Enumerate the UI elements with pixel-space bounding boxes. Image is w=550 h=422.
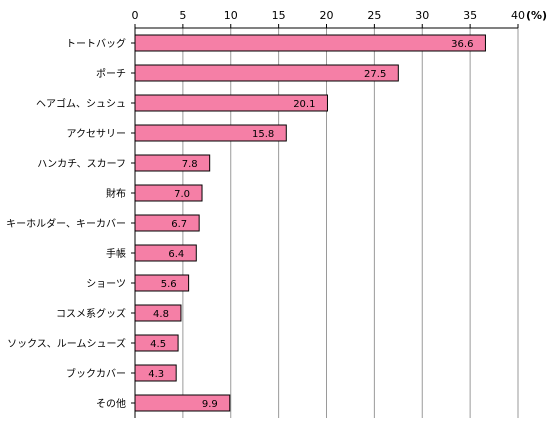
x-tick-label: 0 [132,9,139,22]
category-label: アクセサリー [67,128,127,140]
bar-value-label: 36.6 [451,39,473,50]
grid-lines [182,28,519,418]
x-tick-label: 5 [179,9,186,22]
bar [134,334,179,352]
category-label: キーホルダー、キーカバー [6,217,126,230]
x-tick-label: 20 [320,9,334,22]
bars: 36.6 27.5 20.1 15.8 7.8 7.0 6.7 6.4 5.6 4.8 4.5 4.3… [134,34,486,412]
bar [134,364,177,382]
bar-value-label: 4.8 [153,309,169,320]
category-label: ソックス、ルームシューズ [7,337,126,350]
bar [134,154,211,172]
bar [134,244,197,262]
bar-value-label: 7.8 [182,159,198,170]
bar [134,394,231,412]
category-label: ヘアゴム、シュシュ [36,97,126,110]
bar [134,34,486,52]
x-axis: 0 5 10 15 20 25 30 35 40 [131,9,525,418]
bar-value-label: 6.7 [171,219,187,230]
bar [134,304,182,322]
unit-label: (%) [526,9,547,22]
x-tick-label: 25 [367,9,381,22]
category-label: ハンカチ、スカーフ [37,158,126,170]
category-label: ブックカバー [66,367,126,380]
bar-value-label: 7.0 [174,189,190,200]
bar [134,274,190,292]
bar-value-label: 4.3 [148,369,164,380]
bar-value-label: 9.9 [202,399,218,410]
bar-value-label: 20.1 [293,99,315,110]
bar [134,64,399,82]
bar [134,214,200,232]
category-label: 財布 [106,187,126,200]
x-tick-label: 40 [511,9,525,22]
x-tick-label: 10 [224,9,238,22]
x-tick-label: 35 [463,9,477,22]
bar-value-label: 5.6 [161,279,177,290]
bar-value-label: 6.4 [168,249,184,260]
category-labels: トートバッグポーチヘアゴム、シュシュアクセサリーハンカチ、スカーフ財布キーホルダ… [6,37,126,410]
bar [134,184,203,202]
category-label: トートバッグ [66,37,126,50]
category-label: ショーツ [86,279,126,290]
bar [134,94,328,112]
x-tick-label: 15 [272,9,286,22]
category-label: コスメ系グッズ [56,307,126,320]
category-label: ポーチ [96,68,126,80]
bar-value-label: 27.5 [364,69,386,80]
bar [134,124,287,142]
bar-value-label: 15.8 [252,129,274,140]
x-tick-label: 30 [415,9,429,22]
category-label: 手帳 [106,247,126,260]
bar-value-label: 4.5 [150,339,166,350]
category-label: その他 [96,397,126,410]
